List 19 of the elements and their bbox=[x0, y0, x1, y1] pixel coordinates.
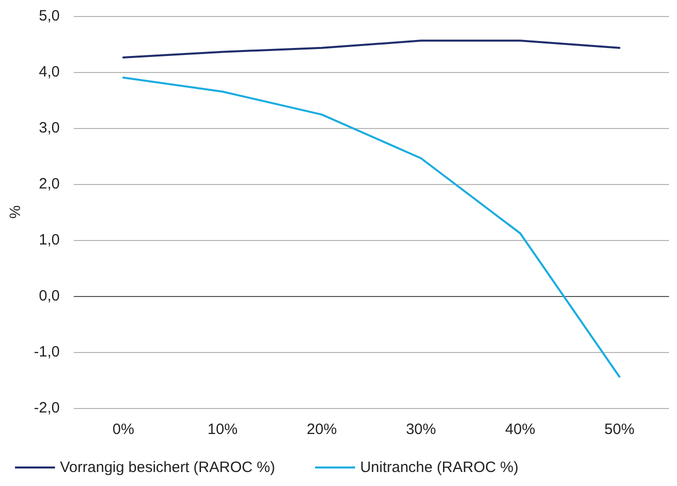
y-tick-label: 2,0 bbox=[38, 176, 60, 192]
y-tick-label: 1,0 bbox=[38, 232, 60, 248]
line-series bbox=[122, 76, 620, 378]
x-tick-label: 20% bbox=[306, 421, 337, 438]
y-axis-title: % bbox=[7, 205, 24, 219]
y-tick-label: 3,0 bbox=[38, 120, 60, 136]
x-tick-label: 40% bbox=[505, 421, 536, 438]
x-tick-label: 50% bbox=[604, 421, 634, 438]
y-tick-label: -1,0 bbox=[34, 344, 60, 360]
legend-label: Unitranche (RAROC %) bbox=[360, 459, 518, 476]
legend-label: Vorrangig besichert (RAROC %) bbox=[60, 459, 276, 476]
x-tick-label: 10% bbox=[208, 421, 238, 438]
y-tick-label: 5,0 bbox=[38, 8, 60, 24]
x-tick-label: 30% bbox=[406, 421, 436, 438]
y-tick-label: 0,0 bbox=[38, 288, 60, 304]
y-tick-label: 4,0 bbox=[38, 64, 60, 80]
line-series bbox=[122, 40, 620, 58]
y-tick-label: -2,0 bbox=[34, 400, 60, 416]
x-tick-label: 0% bbox=[112, 421, 134, 438]
